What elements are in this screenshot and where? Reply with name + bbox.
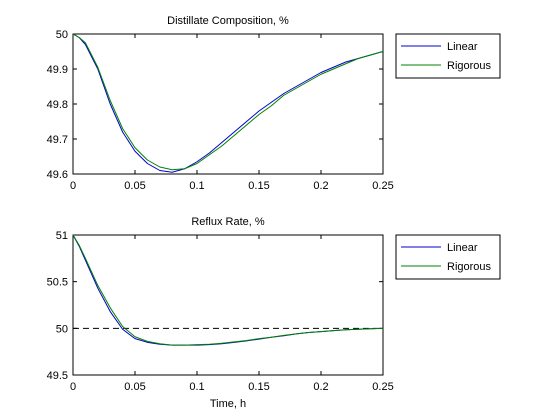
plot-area bbox=[72, 234, 384, 376]
x-tick-label: 0.25 bbox=[372, 381, 393, 393]
x-tick-label: 0.05 bbox=[124, 381, 145, 393]
legend-label-rigorous: Rigorous bbox=[447, 261, 492, 273]
y-tick-label: 49.5 bbox=[47, 370, 68, 382]
chart-title: Reflux Rate, % bbox=[191, 216, 265, 228]
y-tick-label: 50.5 bbox=[47, 277, 68, 289]
y-axis: 49.5 50 50.5 51 bbox=[47, 230, 383, 382]
y-tick-label: 49.7 bbox=[47, 134, 68, 146]
chart-reflux-rate: Reflux Rate, % 49.5 50 50.5 51 0 0.05 0.1 0.15… bbox=[47, 216, 501, 410]
x-axis: 0 0.05 0.1 0.15 0.2 0.25 bbox=[70, 34, 394, 192]
series-layer bbox=[72, 33, 384, 173]
series-layer bbox=[72, 234, 384, 346]
chart-title: Distillate Composition, % bbox=[167, 15, 289, 27]
y-tick-label: 51 bbox=[56, 230, 68, 242]
x-tick-label: 0.15 bbox=[248, 381, 269, 393]
x-tick-label: 0.15 bbox=[248, 180, 269, 192]
x-tick-label: 0.2 bbox=[313, 381, 328, 393]
x-tick-label: 0 bbox=[70, 180, 76, 192]
x-axis-label: Time, h bbox=[210, 398, 246, 410]
y-axis: 49.6 49.7 49.8 49.9 50 bbox=[47, 29, 383, 181]
legend-label-rigorous: Rigorous bbox=[447, 60, 492, 72]
x-tick-label: 0.2 bbox=[313, 180, 328, 192]
x-tick-label: 0.1 bbox=[189, 180, 204, 192]
x-tick-label: 0.25 bbox=[372, 180, 393, 192]
legend-box bbox=[395, 234, 501, 280]
plot-area bbox=[72, 33, 384, 175]
legend: Linear Rigorous bbox=[395, 234, 501, 280]
x-axis: 0 0.05 0.1 0.15 0.2 0.25 bbox=[70, 235, 394, 393]
legend: Linear Rigorous bbox=[395, 33, 501, 79]
chart-distillate-composition: Distillate Composition, % 49.649.749.849… bbox=[47, 15, 501, 192]
x-tick-label: 0.1 bbox=[189, 381, 204, 393]
series-line-rigorous bbox=[72, 33, 384, 171]
y-tick-label: 50 bbox=[56, 29, 68, 41]
x-tick-label: 0 bbox=[70, 381, 76, 393]
x-tick-label: 0.05 bbox=[124, 180, 145, 192]
y-tick-label: 49.6 bbox=[47, 169, 68, 181]
series-line-linear bbox=[72, 33, 384, 173]
y-tick-label: 50 bbox=[56, 323, 68, 335]
y-tick-label: 49.9 bbox=[47, 64, 68, 76]
y-tick-label: 49.8 bbox=[47, 99, 68, 111]
legend-label-linear: Linear bbox=[447, 242, 478, 254]
legend-label-linear: Linear bbox=[447, 41, 478, 53]
series-line-rigorous bbox=[72, 234, 384, 346]
legend-box bbox=[395, 33, 501, 79]
